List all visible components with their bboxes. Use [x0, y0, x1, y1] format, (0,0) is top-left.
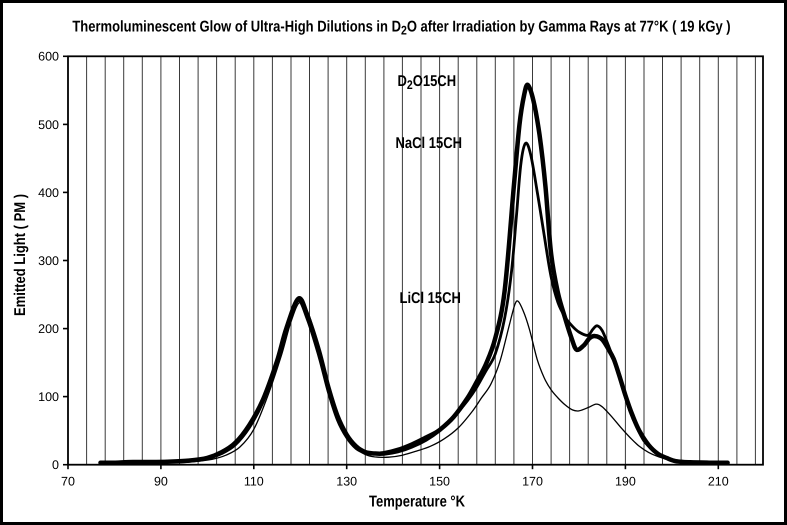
- svg-text:600: 600: [38, 50, 59, 64]
- svg-text:Thermoluminescent Glow of Ultr: Thermoluminescent Glow of Ultra-High Dil…: [72, 17, 730, 38]
- svg-text:500: 500: [38, 118, 59, 132]
- svg-text:130: 130: [336, 475, 357, 489]
- svg-text:LiCl 15CH: LiCl 15CH: [400, 289, 461, 307]
- svg-text:100: 100: [38, 390, 59, 404]
- svg-text:0: 0: [52, 458, 59, 472]
- svg-text:170: 170: [522, 475, 543, 489]
- svg-text:200: 200: [38, 322, 59, 336]
- svg-text:210: 210: [708, 475, 729, 489]
- svg-text:90: 90: [154, 475, 168, 489]
- svg-text:NaCl 15CH: NaCl 15CH: [396, 134, 462, 152]
- svg-text:150: 150: [429, 475, 450, 489]
- svg-text:190: 190: [615, 475, 636, 489]
- svg-text:Temperature °K: Temperature °K: [369, 492, 466, 510]
- svg-text:D2O15CH: D2O15CH: [398, 72, 457, 93]
- svg-text:Emitted Light ( PM ): Emitted Light ( PM ): [11, 194, 29, 316]
- svg-text:300: 300: [38, 254, 59, 268]
- svg-text:70: 70: [61, 475, 75, 489]
- svg-text:110: 110: [244, 475, 264, 489]
- svg-text:400: 400: [38, 186, 59, 200]
